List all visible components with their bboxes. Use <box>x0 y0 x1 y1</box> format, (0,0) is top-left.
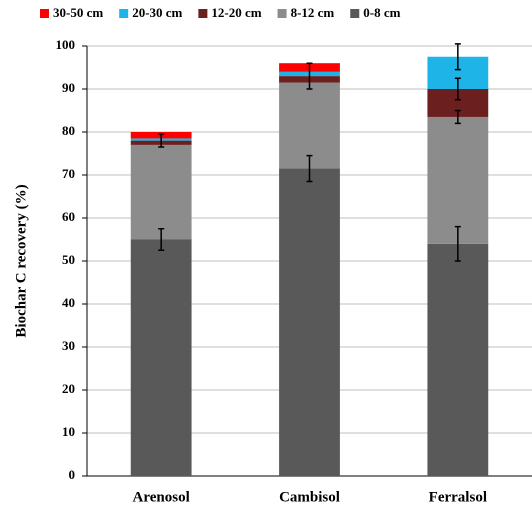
y-tick-label: 90 <box>62 80 75 95</box>
error-bar <box>454 109 461 125</box>
y-tick-label: 40 <box>62 295 75 310</box>
legend-swatch <box>277 9 287 18</box>
bar-segment <box>130 239 192 476</box>
error-bar <box>306 62 313 90</box>
bar-segment <box>130 144 192 240</box>
y-tick-label: 50 <box>62 252 75 267</box>
legend-label: 8-12 cm <box>291 5 335 20</box>
error-bar <box>158 228 165 251</box>
y-tick-label: 20 <box>62 381 75 396</box>
y-axis-label: Biochar C recovery (%) <box>13 184 29 337</box>
y-tick-label: 0 <box>69 467 76 482</box>
bar-segment <box>279 168 340 477</box>
x-tick-label: Cambisol <box>279 489 340 505</box>
bar-segment <box>279 82 340 169</box>
x-tick-label: Ferralsol <box>429 489 487 505</box>
legend-label: 0-8 cm <box>363 5 400 20</box>
y-tick-label: 10 <box>62 424 75 439</box>
error-bar <box>454 43 461 71</box>
error-bar <box>454 225 461 262</box>
y-tick-label: 70 <box>62 166 75 181</box>
error-bar <box>158 133 165 148</box>
legend-label: 30-50 cm <box>53 5 103 20</box>
y-tick-label: 60 <box>62 209 75 224</box>
y-tick-label: 80 <box>62 123 75 138</box>
legend-label: 12-20 cm <box>211 5 261 20</box>
bar-segment <box>427 116 489 244</box>
y-tick-label: 100 <box>56 37 76 52</box>
legend-swatch <box>40 9 49 18</box>
error-bar <box>306 154 313 183</box>
x-tick-label: Arenosol <box>133 489 190 505</box>
legend-swatch <box>198 9 208 18</box>
legend-swatch <box>350 9 360 18</box>
legend-label: 20-30 cm <box>132 5 182 20</box>
legend-swatch <box>119 9 129 18</box>
error-bar <box>454 77 461 101</box>
y-tick-label: 30 <box>62 338 75 353</box>
bar-segment <box>427 243 489 476</box>
